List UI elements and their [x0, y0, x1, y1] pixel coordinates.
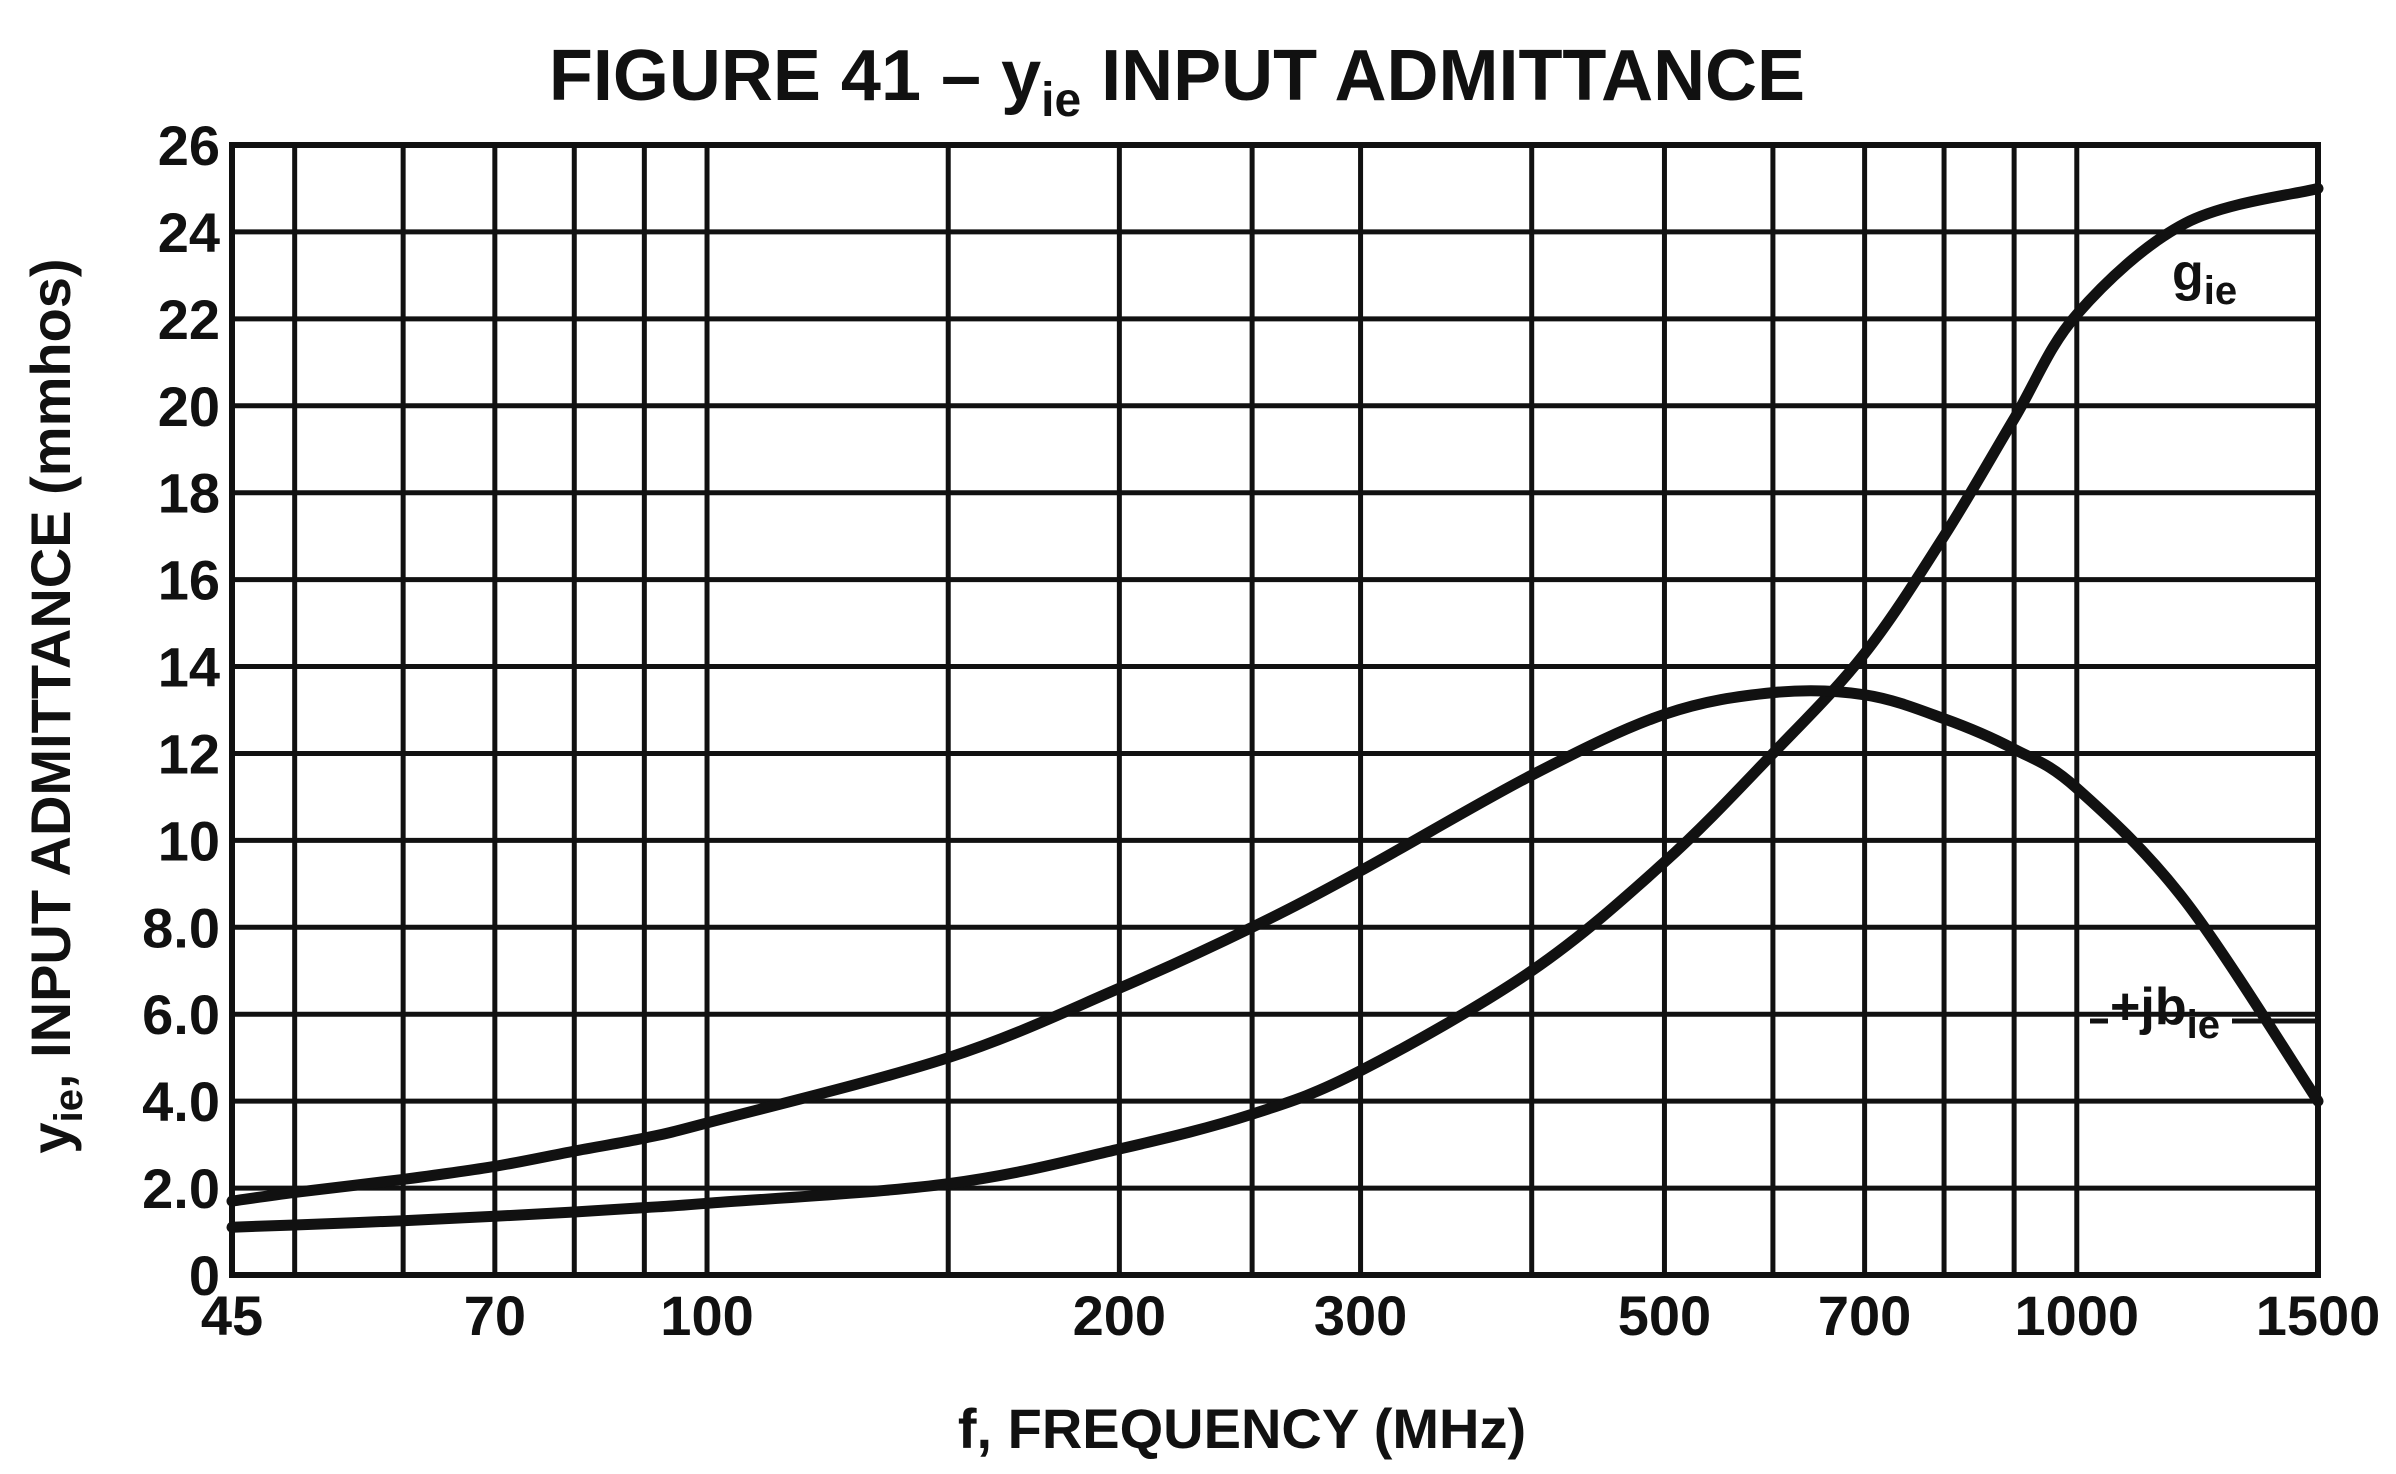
y-axis-label: yie, INPUT ADMITTANCE (mmhos) — [19, 258, 91, 1153]
series-label-bie: +jbie — [2110, 978, 2220, 1047]
x-tick-label: 100 — [660, 1284, 753, 1347]
y-tick-label: 18 — [158, 462, 220, 525]
plot-frame — [229, 142, 2321, 1278]
x-tick-label: 1500 — [2256, 1284, 2381, 1347]
series-label-gie: gie — [2172, 244, 2237, 313]
series-line-gie — [226, 183, 2324, 1233]
x-axis-label: f, FREQUENCY (MHz) — [958, 1397, 1526, 1460]
y-tick-label: 16 — [158, 549, 220, 612]
y-tick-label: 4.0 — [142, 1070, 220, 1133]
y-tick-label: 10 — [158, 809, 220, 872]
y-tick-label: 2.0 — [142, 1157, 220, 1220]
y-tick-label: 22 — [158, 288, 220, 351]
y-tick-label: 26 — [158, 114, 220, 177]
y-tick-label: 12 — [158, 722, 220, 785]
x-tick-labels: 45 70 100 200 300 500 700 1000 1500 — [201, 1284, 2380, 1347]
series-line-bie — [226, 685, 2324, 1207]
x-tick-label: 300 — [1314, 1284, 1407, 1347]
x-tick-label: 500 — [1618, 1284, 1711, 1347]
x-tick-label: 700 — [1818, 1284, 1911, 1347]
x-tick-label: 200 — [1073, 1284, 1166, 1347]
x-tick-label: 45 — [201, 1284, 263, 1347]
y-tick-label: 24 — [158, 201, 220, 264]
y-tick-label: 6.0 — [142, 983, 220, 1046]
y-tick-label: 14 — [158, 636, 220, 699]
y-tick-label: 20 — [158, 375, 220, 438]
y-tick-label: 8.0 — [142, 896, 220, 959]
y-tick-labels: 0 2.0 4.0 6.0 8.0 10 12 14 16 18 20 22 24 26 — [142, 114, 220, 1307]
chart-title: FIGURE 41 – yie INPUT ADMITTANCE — [549, 36, 1805, 127]
x-tick-label: 1000 — [2015, 1284, 2140, 1347]
y-tick-label: 0 — [189, 1244, 220, 1307]
series-lines — [226, 183, 2324, 1233]
x-tick-label: 70 — [464, 1284, 526, 1347]
